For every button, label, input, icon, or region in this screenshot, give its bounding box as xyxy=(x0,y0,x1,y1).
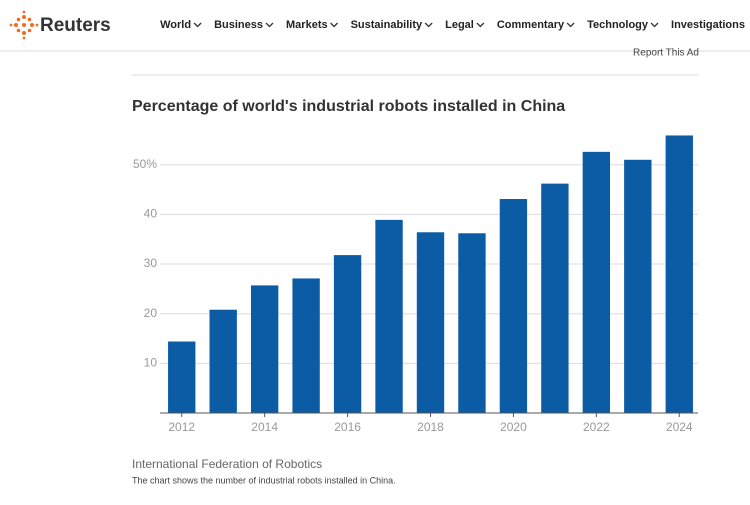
nav-item[interactable]: Investigations xyxy=(671,19,745,31)
nav: Investigations Technology Commentary Legal S… xyxy=(160,19,745,31)
nav-item[interactable]: Commentary xyxy=(497,19,565,31)
nav-item[interactable]: Technology xyxy=(587,19,649,31)
nav-chevron xyxy=(265,22,274,28)
y-tick-label: 20 xyxy=(144,306,158,320)
logo-icon xyxy=(9,10,39,40)
nav-chevron xyxy=(650,22,659,28)
nav-chevron xyxy=(566,22,575,28)
bar xyxy=(582,151,611,413)
x-tick-label: 2014 xyxy=(251,420,278,434)
nav-chevron xyxy=(330,22,339,28)
bar xyxy=(250,285,279,413)
nav-chevron xyxy=(193,22,202,28)
y-tick-label: 30 xyxy=(144,256,158,270)
logo[interactable]: Reuters xyxy=(40,15,111,36)
ad-label[interactable]: Report This Ad xyxy=(633,48,699,59)
x-tick-label: 2022 xyxy=(583,420,610,434)
x-tick-label: 2020 xyxy=(500,420,527,434)
nav-item[interactable]: Legal xyxy=(445,19,474,31)
bar xyxy=(665,135,693,413)
x-tick-label: 2024 xyxy=(666,420,693,434)
bar xyxy=(499,199,528,413)
y-tick-label: 40 xyxy=(144,207,158,221)
nav-item[interactable]: Sustainability xyxy=(351,19,423,31)
bar xyxy=(416,232,445,413)
bar xyxy=(333,255,362,413)
bar xyxy=(458,233,486,413)
nav-item[interactable]: Markets xyxy=(286,19,328,31)
bar xyxy=(292,278,320,413)
x-tick-label: 2016 xyxy=(334,420,361,434)
y-tick-label: 10 xyxy=(144,356,158,370)
x-tick-label: 2018 xyxy=(417,420,444,434)
plot: 10 20 30 40 50% 2012 2014 2016 2018 2020 2022 2024 xyxy=(133,135,698,434)
bar xyxy=(209,309,237,413)
bar xyxy=(624,159,652,413)
y-tick-label: 50% xyxy=(133,157,157,171)
bar xyxy=(168,341,196,413)
source: International Federation of Robotics xyxy=(132,457,322,471)
nav-chevron xyxy=(424,22,433,28)
nav-item[interactable]: Business xyxy=(214,19,263,31)
nav-item[interactable]: World xyxy=(160,19,191,31)
chart-title: Percentage of world's industrial robots … xyxy=(132,98,565,115)
note: The chart shows the number of industrial… xyxy=(132,475,396,485)
bar xyxy=(375,219,403,413)
nav-chevron xyxy=(476,22,485,28)
x-tick-label: 2012 xyxy=(168,420,195,434)
bar xyxy=(541,183,569,413)
